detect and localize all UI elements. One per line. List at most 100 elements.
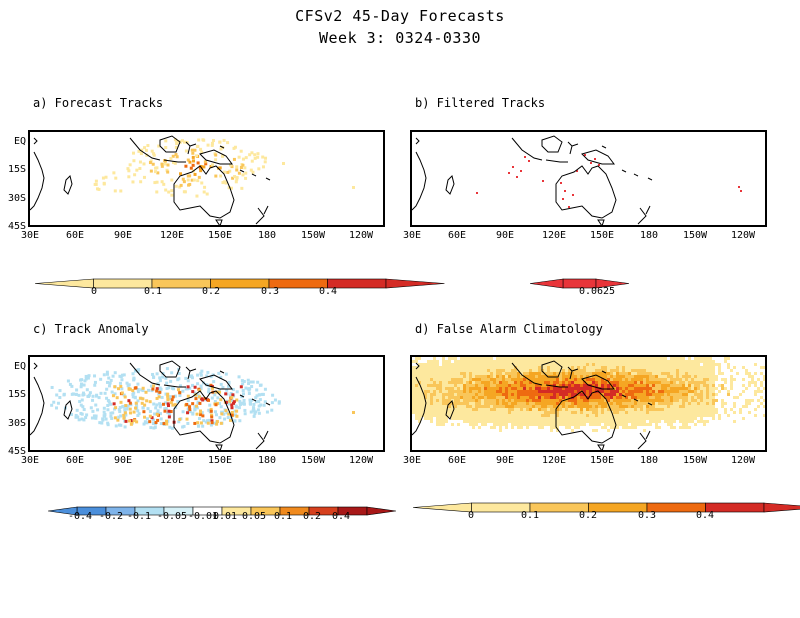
data-cell bbox=[649, 417, 652, 420]
data-cell bbox=[682, 363, 685, 366]
data-cell bbox=[709, 399, 712, 402]
data-cell bbox=[670, 420, 673, 423]
data-cell bbox=[475, 414, 478, 417]
data-cell bbox=[439, 414, 442, 417]
data-cell bbox=[257, 393, 261, 397]
data-cell bbox=[490, 411, 493, 414]
data-cell bbox=[58, 396, 62, 400]
data-cell bbox=[529, 393, 532, 396]
data-cell bbox=[676, 384, 679, 387]
data-cell bbox=[163, 409, 167, 413]
data-cell bbox=[138, 166, 142, 170]
data-cell bbox=[712, 399, 715, 402]
data-cell bbox=[568, 378, 571, 381]
data-cell bbox=[562, 417, 565, 420]
data-cell bbox=[631, 381, 634, 384]
data-cell bbox=[760, 372, 763, 375]
data-cell bbox=[502, 396, 505, 399]
data-cell bbox=[490, 357, 493, 360]
data-cell bbox=[466, 360, 469, 363]
data-cell bbox=[457, 390, 460, 393]
data-cell bbox=[574, 411, 577, 414]
data-cell bbox=[679, 408, 682, 411]
data-cell bbox=[466, 387, 469, 390]
data-cell bbox=[616, 378, 619, 381]
data-cell bbox=[763, 414, 765, 417]
lon-label-120e: 120E bbox=[159, 230, 185, 241]
data-cell bbox=[562, 375, 565, 378]
data-cell bbox=[493, 381, 496, 384]
data-cell bbox=[242, 398, 246, 402]
data-cell bbox=[589, 402, 592, 405]
data-cell bbox=[553, 426, 556, 429]
data-cell bbox=[691, 417, 694, 420]
data-cell bbox=[466, 399, 469, 402]
data-cell bbox=[745, 387, 748, 390]
data-cell bbox=[496, 396, 499, 399]
data-cell bbox=[229, 392, 233, 396]
data-cell bbox=[550, 387, 553, 390]
data-cell bbox=[129, 422, 133, 426]
data-cell bbox=[721, 387, 724, 390]
data-cell bbox=[586, 366, 589, 369]
data-cell bbox=[173, 161, 177, 165]
data-cell bbox=[188, 410, 192, 414]
data-cell bbox=[679, 357, 682, 360]
data-cell bbox=[481, 381, 484, 384]
data-cell bbox=[577, 408, 580, 411]
data-cell bbox=[664, 420, 667, 423]
coastline bbox=[415, 137, 420, 145]
data-cell bbox=[640, 411, 643, 414]
lon-label-150e: 150E bbox=[207, 455, 233, 466]
data-cell bbox=[538, 387, 541, 390]
data-cell bbox=[457, 366, 460, 369]
data-cell bbox=[616, 396, 619, 399]
data-cell bbox=[559, 384, 562, 387]
data-cell bbox=[248, 401, 252, 405]
data-cell bbox=[679, 411, 682, 414]
data-cell bbox=[694, 414, 697, 417]
data-cell bbox=[568, 381, 571, 384]
data-cell bbox=[706, 366, 709, 369]
data-cell bbox=[601, 375, 604, 378]
data-cell bbox=[469, 417, 472, 420]
data-cell bbox=[457, 360, 460, 363]
data-cell bbox=[124, 419, 128, 423]
data-cell bbox=[230, 406, 234, 410]
data-cell bbox=[625, 378, 628, 381]
data-cell bbox=[424, 387, 427, 390]
data-cell bbox=[553, 399, 556, 402]
data-cell bbox=[161, 375, 165, 379]
data-cell bbox=[574, 402, 577, 405]
coastline bbox=[265, 402, 271, 406]
data-cell bbox=[201, 424, 205, 428]
data-cell bbox=[193, 172, 197, 176]
data-cell bbox=[199, 169, 203, 173]
data-cell bbox=[117, 415, 121, 419]
data-cell bbox=[544, 420, 547, 423]
data-cell bbox=[511, 372, 514, 375]
data-cell bbox=[676, 378, 679, 381]
data-cell bbox=[151, 387, 155, 391]
data-cell bbox=[604, 414, 607, 417]
data-cell bbox=[535, 375, 538, 378]
data-cell bbox=[700, 399, 703, 402]
data-cell bbox=[499, 369, 502, 372]
data-cell bbox=[568, 423, 571, 426]
data-cell bbox=[691, 393, 694, 396]
data-cell bbox=[487, 393, 490, 396]
data-cell bbox=[86, 376, 90, 380]
data-cell bbox=[442, 411, 445, 414]
data-cell bbox=[439, 390, 442, 393]
data-cell bbox=[619, 414, 622, 417]
data-cell bbox=[709, 381, 712, 384]
data-cell bbox=[222, 138, 226, 142]
data-cell bbox=[584, 154, 586, 156]
data-cell bbox=[508, 420, 511, 423]
data-cell bbox=[685, 405, 688, 408]
data-cell bbox=[517, 423, 520, 426]
data-cell bbox=[523, 417, 526, 420]
data-cell bbox=[424, 393, 427, 396]
data-cell bbox=[412, 405, 415, 408]
data-cell bbox=[415, 375, 418, 378]
